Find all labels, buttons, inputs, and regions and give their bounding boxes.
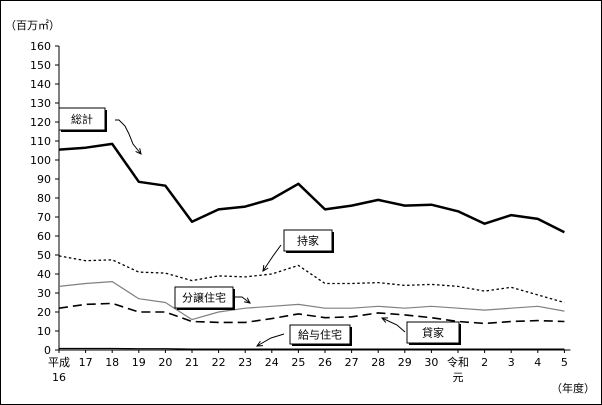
y-axis: 0 10 20 30 40 50 60 70 80 90 100 110 120 130 140 150 160: [30, 40, 60, 357]
y-tick-label: 60: [37, 230, 51, 243]
callout-pointer-line: [234, 296, 251, 304]
y-tick-label: 40: [37, 268, 51, 281]
y-tick-label: 130: [30, 97, 51, 110]
x-tick-label: 29: [398, 356, 412, 369]
x-tick-label: 23: [238, 356, 252, 369]
callout-label: 分譲住宅: [182, 291, 226, 305]
x-tick-label: 18: [105, 356, 119, 369]
x-tick-label: 20: [158, 356, 172, 369]
y-tick-label: 30: [37, 287, 51, 300]
x-tick-label: 5: [561, 356, 568, 369]
series-line-持家: [58, 255, 565, 304]
series-line-分譲住宅: [58, 281, 565, 321]
y-tick-label: 0: [44, 344, 51, 357]
x-tick-label: 3: [508, 356, 515, 369]
y-tick-label: 120: [30, 116, 51, 129]
y-tick-label: 110: [30, 135, 51, 148]
callout-label: 給与住宅: [298, 328, 342, 342]
callout-pointer-line: [262, 244, 282, 272]
series-lines: [58, 142, 565, 350]
y-tick-label: 90: [37, 173, 51, 186]
callout-box: [283, 229, 333, 252]
callout-分譲住宅: 分譲住宅: [174, 286, 251, 310]
callout-pointer-line: [381, 317, 406, 333]
callout-box: [58, 107, 106, 131]
y-tick-label: 10: [37, 325, 51, 338]
callout-box: [289, 324, 351, 345]
x-tick-label: 21: [185, 356, 199, 369]
x-axis-unit-label: （年度）: [551, 381, 595, 395]
x-tick-label: 28: [371, 356, 385, 369]
x-tick-label-second-line: 16: [52, 371, 66, 384]
callout-label: 持家: [297, 234, 319, 248]
x-tick-label: 30: [424, 356, 438, 369]
series-line-総計: [58, 142, 565, 234]
x-tick-label: 22: [212, 356, 226, 369]
x-tick-label: 平成: [48, 356, 70, 369]
x-tick-label: 24: [265, 356, 279, 369]
callout-pointer-line: [115, 119, 142, 155]
y-tick-label: 150: [30, 59, 51, 72]
callout-box: [174, 286, 234, 309]
callout-貸家: 貸家: [380, 317, 461, 345]
callout-arrowhead: [244, 297, 251, 304]
x-tick-label: 26: [318, 356, 332, 369]
callout-box: [406, 321, 460, 344]
y-tick-label: 140: [30, 78, 51, 91]
callout-arrowhead: [380, 317, 389, 323]
x-tick-label: 令和: [447, 355, 469, 369]
y-tick-label: 80: [37, 192, 51, 205]
y-axis-unit-label: （百万㎡）: [5, 19, 60, 32]
x-tick-label-second-line: 元: [453, 371, 464, 384]
callout-arrowhead: [262, 265, 269, 272]
callout-label: 総計: [71, 112, 93, 126]
series-line-給与住宅: [59, 347, 565, 350]
x-tick-label: 2: [481, 356, 488, 369]
y-tick-label: 100: [30, 154, 51, 167]
y-tick-label: 70: [37, 211, 51, 224]
y-tick-label: 160: [30, 40, 51, 53]
y-tick-label: 50: [37, 249, 51, 262]
x-tick-label: 17: [79, 356, 93, 369]
callout-総計: 総計: [58, 107, 142, 155]
callout-arrowhead: [135, 148, 142, 155]
x-tick-label: 4: [534, 356, 541, 369]
series-line-貸家: [58, 302, 565, 325]
callout-arrowhead: [255, 340, 264, 347]
callout-pointer-line: [256, 333, 285, 347]
x-tick-label: 19: [132, 356, 146, 369]
x-tick-label: 27: [345, 356, 359, 369]
callout-給与住宅: 給与住宅: [255, 324, 352, 347]
callout-label: 貸家: [422, 326, 444, 340]
callout-持家: 持家: [262, 229, 334, 272]
x-tick-label: 25: [291, 356, 305, 369]
y-tick-label: 20: [37, 306, 51, 319]
